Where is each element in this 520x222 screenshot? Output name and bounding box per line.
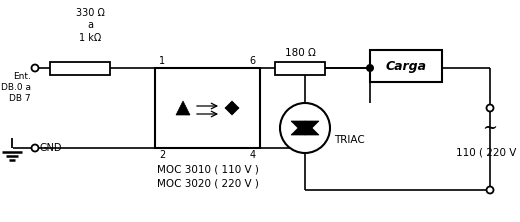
- Text: 330 Ω
a
1 kΩ: 330 Ω a 1 kΩ: [75, 8, 105, 43]
- Text: Carga: Carga: [385, 59, 426, 73]
- Circle shape: [487, 186, 493, 194]
- Polygon shape: [225, 101, 239, 108]
- Text: 2: 2: [159, 150, 165, 160]
- Circle shape: [487, 105, 493, 111]
- Bar: [370, 50, 442, 82]
- Text: 1: 1: [159, 56, 165, 66]
- Polygon shape: [291, 121, 319, 135]
- Text: TRIAC: TRIAC: [334, 135, 365, 145]
- Text: 6: 6: [250, 56, 256, 66]
- Circle shape: [280, 103, 330, 153]
- Circle shape: [32, 145, 38, 151]
- Text: MOC 3010 ( 110 V )
MOC 3020 ( 220 V ): MOC 3010 ( 110 V ) MOC 3020 ( 220 V ): [157, 164, 258, 188]
- Text: 110 ( 220 V ): 110 ( 220 V ): [456, 147, 520, 157]
- Polygon shape: [225, 108, 239, 115]
- Circle shape: [366, 64, 374, 72]
- Circle shape: [32, 65, 38, 71]
- Text: Ent.
DB.0 a
DB 7: Ent. DB.0 a DB 7: [1, 72, 31, 103]
- Bar: [275, 61, 325, 75]
- Bar: [50, 61, 110, 75]
- Bar: [155, 68, 260, 148]
- Polygon shape: [291, 121, 319, 135]
- Text: 4: 4: [250, 150, 256, 160]
- Text: ~: ~: [483, 119, 498, 137]
- Text: 180 Ω: 180 Ω: [284, 48, 316, 58]
- Polygon shape: [176, 101, 190, 115]
- Text: GND: GND: [40, 143, 62, 153]
